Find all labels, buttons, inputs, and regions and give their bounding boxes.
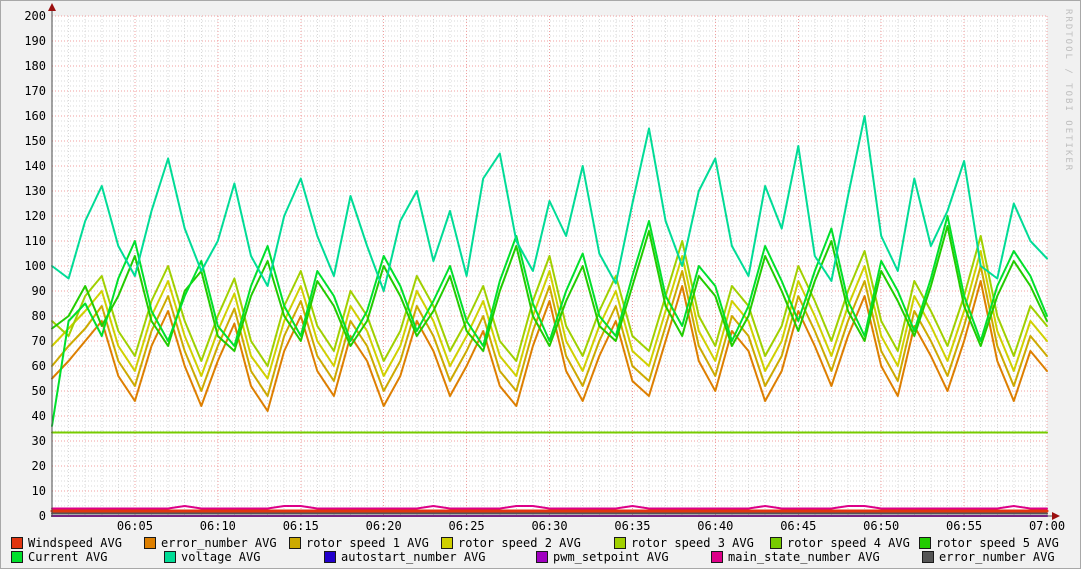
x-axis-arrow-icon [1052,512,1060,520]
legend-swatch-icon [164,550,176,563]
legend-swatch-icon [922,550,934,563]
legend-item-error-number-avg: error_number AVG [922,549,1055,564]
legend-item-rotor-speed-2-avg: rotor speed 2 AVG [441,535,581,550]
y-axis-label: 150 [24,134,46,148]
legend-item-current-avg: Current AVG [11,549,108,564]
series-line-voltage [51,115,1048,292]
y-axis-label: 50 [32,384,46,398]
series-line-rotor-speed-1 [51,265,1048,397]
y-axis-arrow-icon [48,3,56,11]
legend-item-main-state-number-avg: main_state_number AVG [711,549,880,564]
x-axis-label: 06:20 [366,519,402,533]
y-axis-label: 160 [24,109,46,123]
legend-swatch-icon [11,536,23,549]
legend-label: Current AVG [28,549,108,564]
y-axis-label: 60 [32,359,46,373]
y-axis-label: 70 [32,334,46,348]
x-axis-label: 06:50 [863,519,899,533]
y-axis-label: 140 [24,159,46,173]
legend-swatch-icon [441,536,453,549]
legend-label: voltage AVG [181,549,261,564]
series-line-error-number [51,280,1048,412]
watermark-text: RRDTOOL / TOBI OETIKER [1063,9,1073,173]
legend-label: rotor speed 5 AVG [936,535,1059,550]
x-axis-label: 06:40 [697,519,733,533]
legend-item-rotor-speed-5-avg: rotor speed 5 AVG [919,535,1059,550]
legend-item-rotor-speed-1-avg: rotor speed 1 AVG [289,535,429,550]
x-axis-label: 07:00 [1029,519,1065,533]
legend-label: error_number AVG [939,549,1055,564]
x-axis-label: 06:05 [117,519,153,533]
legend-swatch-icon [536,550,548,563]
legend-swatch-icon [919,536,931,549]
y-axis-label: 90 [32,284,46,298]
y-axis-label: 80 [32,309,46,323]
y-axis-label: 200 [24,9,46,23]
legend-label: main_state_number AVG [728,549,880,564]
legend-label: rotor speed 3 AVG [631,535,754,550]
x-axis-label: 06:45 [780,519,816,533]
y-axis-label: 130 [24,184,46,198]
y-axis-label: 100 [24,259,46,273]
legend-label: Windspeed AVG [28,535,122,550]
legend-swatch-icon [289,536,301,549]
x-axis-label: 06:10 [200,519,236,533]
legend-label: rotor speed 4 AVG [787,535,910,550]
legend-swatch-icon [324,550,336,563]
legend-label: pwm_setpoint AVG [553,549,669,564]
legend-swatch-icon [711,550,723,563]
series-line-rotor-speed-5 [51,225,1048,352]
legend-swatch-icon [11,550,23,563]
legend-item-rotor-speed-4-avg: rotor speed 4 AVG [770,535,910,550]
y-axis-label: 120 [24,209,46,223]
legend-label: error_number AVG [161,535,277,550]
y-axis-label: 0 [39,509,46,523]
legend-label: autostart_number AVG [341,549,486,564]
y-axis-label: 190 [24,34,46,48]
legend-swatch-icon [770,536,782,549]
legend-item-windspeed-avg: Windspeed AVG [11,535,122,550]
legend-label: rotor speed 2 AVG [458,535,581,550]
series-line-rotor-speed-3 [51,235,1048,367]
x-axis-label: 06:25 [449,519,485,533]
x-axis-label: 06:30 [531,519,567,533]
legend-swatch-icon [614,536,626,549]
y-axis-label: 170 [24,84,46,98]
series-line-main-state-number [51,505,1048,510]
y-axis-label: 180 [24,59,46,73]
legend-item-rotor-speed-3-avg: rotor speed 3 AVG [614,535,754,550]
x-axis-label: 06:35 [614,519,650,533]
y-axis-label: 10 [32,484,46,498]
x-axis-label: 06:15 [283,519,319,533]
legend-item-autostart-number-avg: autostart_number AVG [324,549,486,564]
series-line-current [51,215,1048,427]
x-axis-label: 06:55 [946,519,982,533]
legend-item-pwm-setpoint-avg: pwm_setpoint AVG [536,549,669,564]
legend-item-error-number-avg: error_number AVG [144,535,277,550]
series-line-rotor-speed-2 [51,250,1048,380]
legend-swatch-icon [144,536,156,549]
legend-item-voltage-avg: voltage AVG [164,549,261,564]
y-axis-label: 110 [24,234,46,248]
y-axis-label: 40 [32,409,46,423]
y-axis-label: 30 [32,434,46,448]
legend-label: rotor speed 1 AVG [306,535,429,550]
y-axis-label: 20 [32,459,46,473]
